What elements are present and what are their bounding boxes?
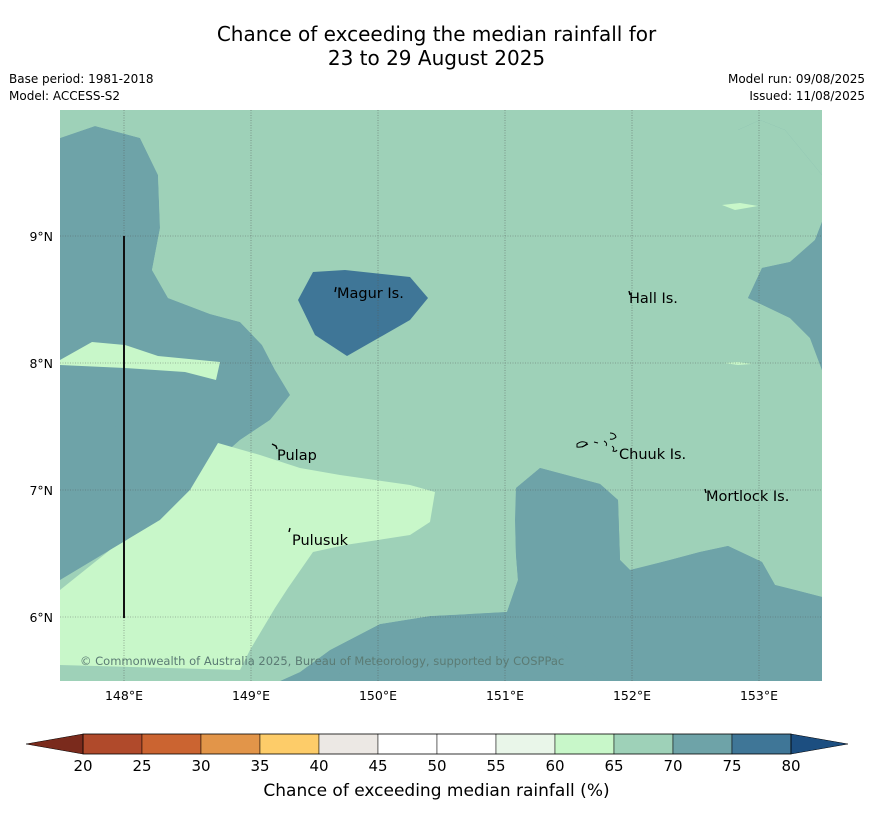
colorbar-tick-label: 30 [191, 757, 210, 775]
model-name: Model: ACCESS-S2 [9, 89, 121, 103]
colorbar-cell [259, 733, 320, 755]
label-chuuk: Chuuk Is. [619, 447, 686, 463]
lat-tick-labels: 9°N 8°N 7°N 6°N [29, 229, 53, 625]
title-line-1: Chance of exceeding the median rainfall … [216, 22, 657, 46]
lat-tick: 8°N [29, 356, 53, 371]
meta-right: Model run: 09/08/2025 Issued: 11/08/2025 [728, 71, 865, 105]
meta-left: Base period: 1981-2018 Model: ACCESS-S2 [9, 71, 154, 105]
colorbar-under-arrow [25, 733, 84, 755]
lon-tick-labels: 148°E 149°E 150°E 151°E 152°E 153°E [105, 688, 778, 703]
colorbar-cell [82, 733, 143, 755]
colorbar-tick-label: 45 [368, 757, 387, 775]
colorbar-tick-label: 25 [132, 757, 151, 775]
colorbar-tick-label: 20 [73, 757, 92, 775]
colorbar-tick-label: 65 [604, 757, 623, 775]
graticule [60, 110, 822, 681]
lat-tick: 6°N [29, 610, 53, 625]
colorbar-cells [82, 733, 792, 755]
model-run: Model run: 09/08/2025 [727, 72, 865, 86]
colorbar-label: Chance of exceeding median rainfall (%) [263, 781, 610, 801]
zone-60-65-west-strip [60, 342, 220, 380]
lon-tick: 148°E [105, 688, 143, 703]
zone-70-75-south [330, 612, 507, 681]
colorbar-tick-label: 35 [250, 757, 269, 775]
island-markers [271, 286, 707, 533]
colorbar-cell [141, 733, 202, 755]
colorbar-frame [82, 733, 792, 755]
magur-island-mark [334, 286, 337, 293]
colorbar-cell [318, 733, 379, 755]
lon-tick: 152°E [613, 688, 651, 703]
map: Magur Is. Hall Is. Pulap Chuuk Is. Mortl… [29, 110, 822, 703]
pulusuk-island-mark [288, 527, 291, 533]
colorbar-cell [731, 733, 792, 755]
map-fill [60, 110, 822, 681]
colorbar-over-arrow [790, 733, 849, 755]
copyright-note: © Commonwealth of Australia 2025, Bureau… [80, 654, 564, 668]
pulap-island-mark [271, 443, 278, 450]
zone-70-75-southeast [507, 468, 822, 681]
base-period: Base period: 1981-2018 [9, 72, 154, 86]
chuuk-lagoon-mark [576, 432, 618, 452]
colorbar-cell [377, 733, 438, 755]
colorbar-ticks: 20 25 30 35 40 45 50 55 60 65 70 75 80 [73, 757, 800, 775]
colorbar-tick-label: 40 [309, 757, 328, 775]
colorbar-cell [436, 733, 497, 755]
lon-tick: 150°E [359, 688, 397, 703]
label-pulap: Pulap [277, 448, 317, 464]
lon-tick: 149°E [232, 688, 270, 703]
colorbar-tick-label: 75 [722, 757, 741, 775]
colorbar-tick-label: 70 [663, 757, 682, 775]
colorbar-tick-label: 50 [427, 757, 446, 775]
lat-tick: 7°N [29, 483, 53, 498]
zone-60-65-east-sliver [722, 203, 758, 210]
zone-70-75-northeast [748, 222, 822, 370]
hall-island-mark [628, 290, 631, 296]
colorbar-cell [672, 733, 733, 755]
lon-tick: 151°E [486, 688, 524, 703]
colorbar-cell [200, 733, 261, 755]
colorbar-cell [613, 733, 674, 755]
mortlock-island-mark [704, 488, 707, 494]
zone-60-65-southwest [60, 443, 435, 670]
lat-tick: 9°N [29, 229, 53, 244]
lon-tick: 153°E [740, 688, 778, 703]
label-magur: Magur Is. [337, 286, 404, 302]
place-labels: Magur Is. Hall Is. Pulap Chuuk Is. Mortl… [277, 286, 789, 549]
label-hall: Hall Is. [629, 291, 678, 307]
map-title: Chance of exceeding the median rainfall … [0, 22, 873, 70]
issued-date: Issued: 11/08/2025 [749, 89, 865, 103]
zone-75-80-magur [298, 270, 428, 356]
colorbar-tick-label: 55 [486, 757, 505, 775]
colorbar-tick-label: 80 [781, 757, 800, 775]
label-mortlock: Mortlock Is. [706, 489, 789, 505]
colorbar-cell [554, 733, 615, 755]
colorbar-cell [495, 733, 556, 755]
colorbar-tick-label: 60 [545, 757, 564, 775]
label-pulusuk: Pulusuk [292, 533, 349, 549]
colorbar: 20 25 30 35 40 45 50 55 60 65 70 75 80 [25, 733, 849, 775]
title-line-2: 23 to 29 August 2025 [327, 46, 546, 70]
